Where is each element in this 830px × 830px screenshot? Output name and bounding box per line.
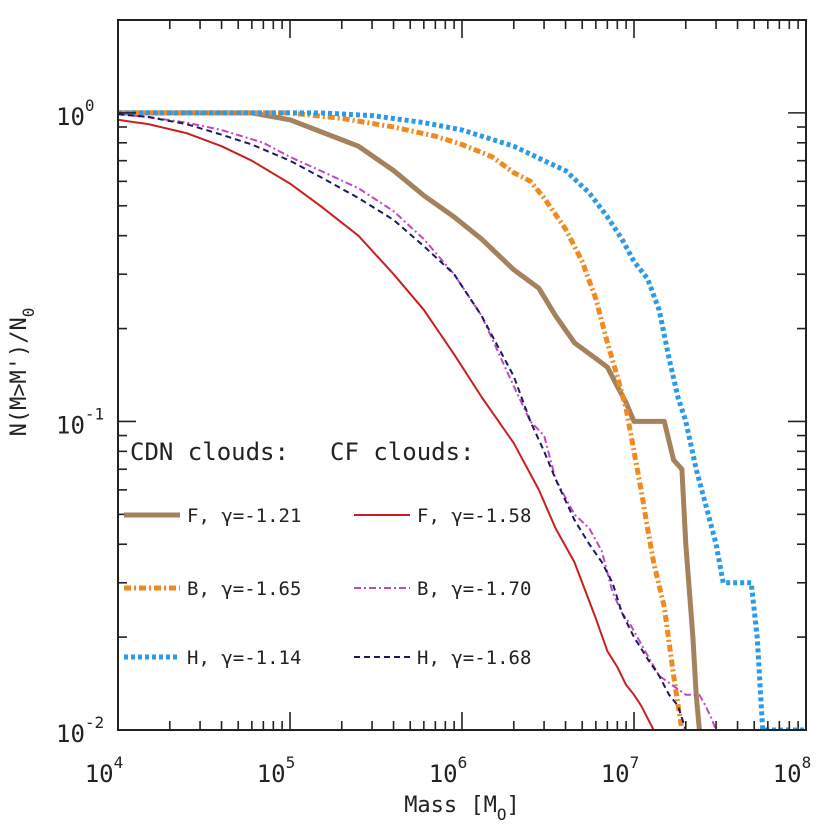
x-tick-label: 108 [773, 753, 812, 788]
legend-entries: F, γ=-1.21 B, γ=-1.65 H, γ=-1.14 F, γ=-1.58… [124, 505, 531, 669]
x-tick-label: 107 [601, 753, 640, 788]
tick-labels-layer: 104 105 106 107 108 10-2 10-1 100 [56, 96, 811, 788]
legend: CDN clouds: CF clouds: F, γ=-1.21 B, γ=-1… [124, 438, 531, 669]
series-layer [118, 110, 806, 730]
ticks-layer [117, 19, 807, 731]
x-tick-label: 104 [85, 753, 124, 788]
y-tick-label: 10-1 [56, 404, 104, 439]
legend-label-0: F, γ=-1.21 [187, 505, 301, 527]
legend-label-2: H, γ=-1.14 [187, 647, 301, 669]
x-tick-label: 106 [429, 753, 468, 788]
y-tick-label: 100 [56, 96, 95, 131]
legend-label-3: F, γ=-1.58 [417, 505, 531, 527]
series-line-3 [118, 118, 655, 730]
series-line-4 [118, 113, 718, 730]
series-line-2 [118, 110, 806, 730]
legend-group-title-cdn: CDN clouds: [130, 438, 289, 466]
legend-label-4: B, γ=-1.70 [417, 578, 531, 600]
legend-group-title-cf: CF clouds: [330, 438, 475, 466]
series-line-1 [118, 110, 685, 730]
legend-label-5: H, γ=-1.68 [417, 647, 531, 669]
y-tick-label: 10-2 [56, 713, 104, 748]
series-line-0 [118, 110, 702, 730]
y-axis-title: N(M>M')/N0 [7, 308, 38, 437]
x-axis-title: Mass [MO] [404, 793, 520, 824]
series-line-5 [118, 113, 687, 730]
x-tick-label: 105 [257, 753, 296, 788]
legend-label-1: B, γ=-1.65 [187, 578, 301, 600]
